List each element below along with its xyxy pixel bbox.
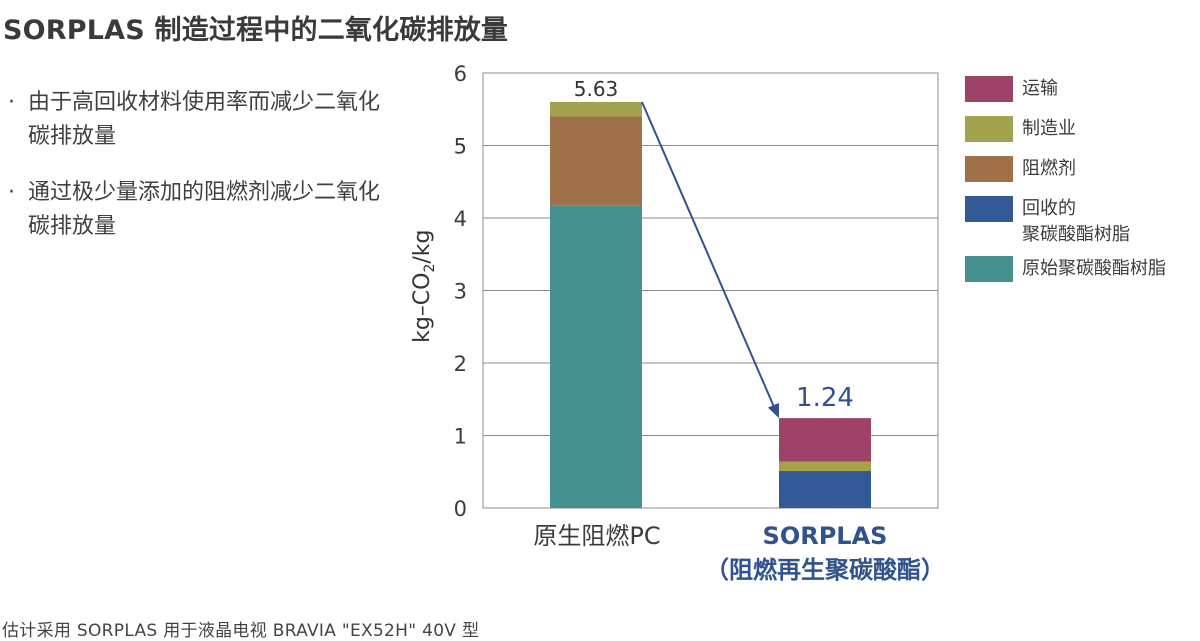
bullet-marker: · [8,180,15,205]
y-tick-labels: 0 1 2 3 4 5 6 [454,62,467,521]
bar-segment [550,205,642,509]
y-tick-label: 0 [454,497,467,521]
legend-swatch [965,156,1013,182]
legend-swatch [965,76,1013,102]
y-tick-label: 1 [454,425,467,449]
bullet-item: · 通过极少量添加的阻燃剂减少二氧化碳排放量 [8,176,388,244]
arrow-head-icon [767,402,779,419]
page-title: SORPLAS 制造过程中的二氧化碳排放量 [3,15,509,46]
bullet-list: · 由于高回收材料使用率而减少二氧化碳排放量 · 通过极少量添加的阻燃剂减少二氧… [8,86,388,266]
x-category-label: SORPLAS （阻燃再生聚碳酸酯） [675,519,975,587]
x-category-line: （阻燃再生聚碳酸酯） [705,556,945,584]
bar-segment [550,102,642,117]
bar-segment [779,461,871,472]
bar-segment [779,418,871,462]
bar-segment [550,116,642,206]
arrow-line [641,101,779,417]
x-category-label: 原生阻燃PC [447,519,747,553]
legend-swatch [965,256,1013,282]
x-category-line: 原生阻燃PC [533,522,661,550]
legend-label: 阻燃剂 [1022,158,1076,179]
legend-label: 制造业 [1022,118,1076,139]
bars [550,102,871,509]
y-axis-title: kg–CO2/kg [410,166,438,406]
y-tick-label: 3 [454,280,467,304]
trend-arrow [641,101,779,419]
legend-label: 原始聚碳酸酯树脂 [1022,258,1166,279]
data-label: 5.63 [574,77,619,101]
y-axis-title-sub: 2 [422,263,439,273]
bullet-item: · 由于高回收材料使用率而减少二氧化碳排放量 [8,86,388,154]
bullet-marker: · [8,90,15,115]
bullet-text: 通过极少量添加的阻燃剂减少二氧化碳排放量 [28,180,381,239]
total-labels: 5.63 1.24 [574,77,854,413]
y-tick-label: 5 [454,135,467,159]
legend-swatch [965,116,1013,142]
y-axis-title-post: /kg [409,229,435,264]
x-category-line: SORPLAS [762,522,888,550]
y-tick-label: 2 [454,352,467,376]
legend-label: 回收的 聚碳酸酯树脂 [1022,198,1130,245]
plot-frame [482,72,939,509]
y-tick-label: 4 [454,207,467,231]
y-tick-label: 6 [454,62,467,86]
bullet-text: 由于高回收材料使用率而减少二氧化碳排放量 [28,90,381,149]
y-axis-title-pre: kg–CO [409,272,435,343]
legend-swatch [965,196,1013,222]
legend-label: 运输 [1022,78,1058,99]
data-label: 1.24 [796,383,854,413]
bar-segment [779,471,871,508]
footnote: 估计采用 SORPLAS 用于液晶电视 BRAVIA "EX52H" 40V 型 [2,621,480,641]
